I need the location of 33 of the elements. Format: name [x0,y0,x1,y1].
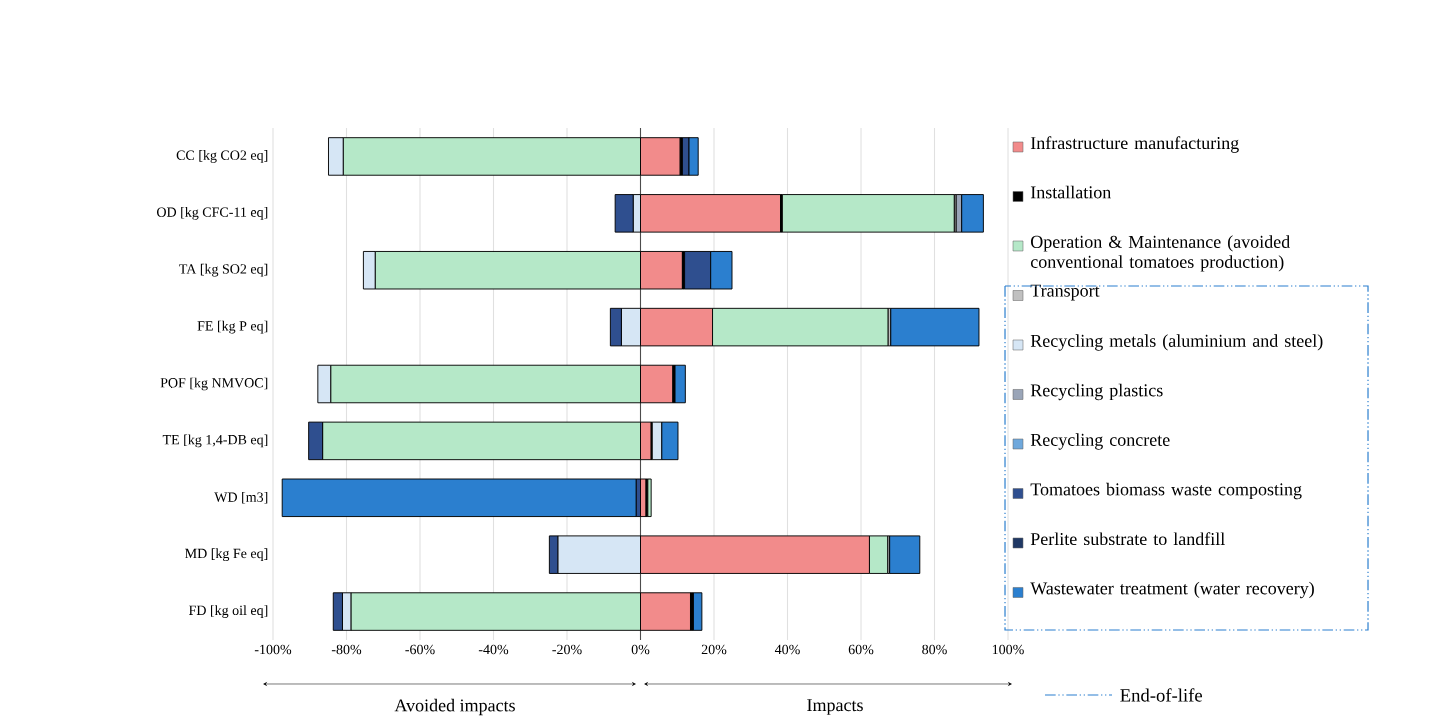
legend-label: Tomatoes biomass waste composting [1030,482,1302,500]
x-tick-label: 60% [848,644,874,655]
x-tick-label: -100% [254,644,292,655]
x-tick-label: -80% [331,644,362,655]
legend-label: Infrastructure manufacturing [1030,136,1239,153]
legend-label: Transport [1030,284,1100,301]
y-tick-label: OD [kg CFC-11 eq] [156,206,268,220]
x-tick-label: -40% [478,644,509,655]
y-tick-label: WD [m3] [214,492,268,504]
x-tick-label: 80% [922,644,947,655]
text: Impacts [807,699,863,715]
y-tick-label: TA [kg SO2 eq] [179,263,268,277]
x-tick-label: 40% [774,644,800,655]
x-tick-label: 0% [631,644,650,655]
x-tick-label: 20% [701,644,727,655]
y-tick-label: MD [kg Fe eq] [185,548,268,562]
legend-label: Installation [1030,185,1111,199]
legend-label: Operation & Maintenance (avoided conventional tomatoes production) [1030,235,1290,272]
y-tick-label: CC [kg CO2 eq] [176,150,268,163]
text: End-of-life [1120,688,1202,702]
legend-label: Wastewater treatment (water recovery) [1030,581,1314,599]
x-tick-label: 100% [992,644,1024,655]
text: Avoided impacts [394,698,515,716]
y-tick-label: FE [kg P eq] [197,320,268,334]
legend-label: Recycling concrete [1030,433,1170,450]
y-tick-label: POF [kg NMVOC] [160,377,268,391]
x-tick-label: -20% [552,644,582,655]
legend-label: Recycling plastics [1030,383,1163,401]
y-tick-label: FD [kg oil eq] [188,605,268,618]
legend-label: Recycling metals (aluminium and steel) [1030,334,1323,351]
y-tick-label: TE [kg 1,4-DB eq] [162,434,268,448]
x-tick-label: -60% [405,644,435,655]
legend-label: Perlite substrate to landfill [1030,532,1225,546]
